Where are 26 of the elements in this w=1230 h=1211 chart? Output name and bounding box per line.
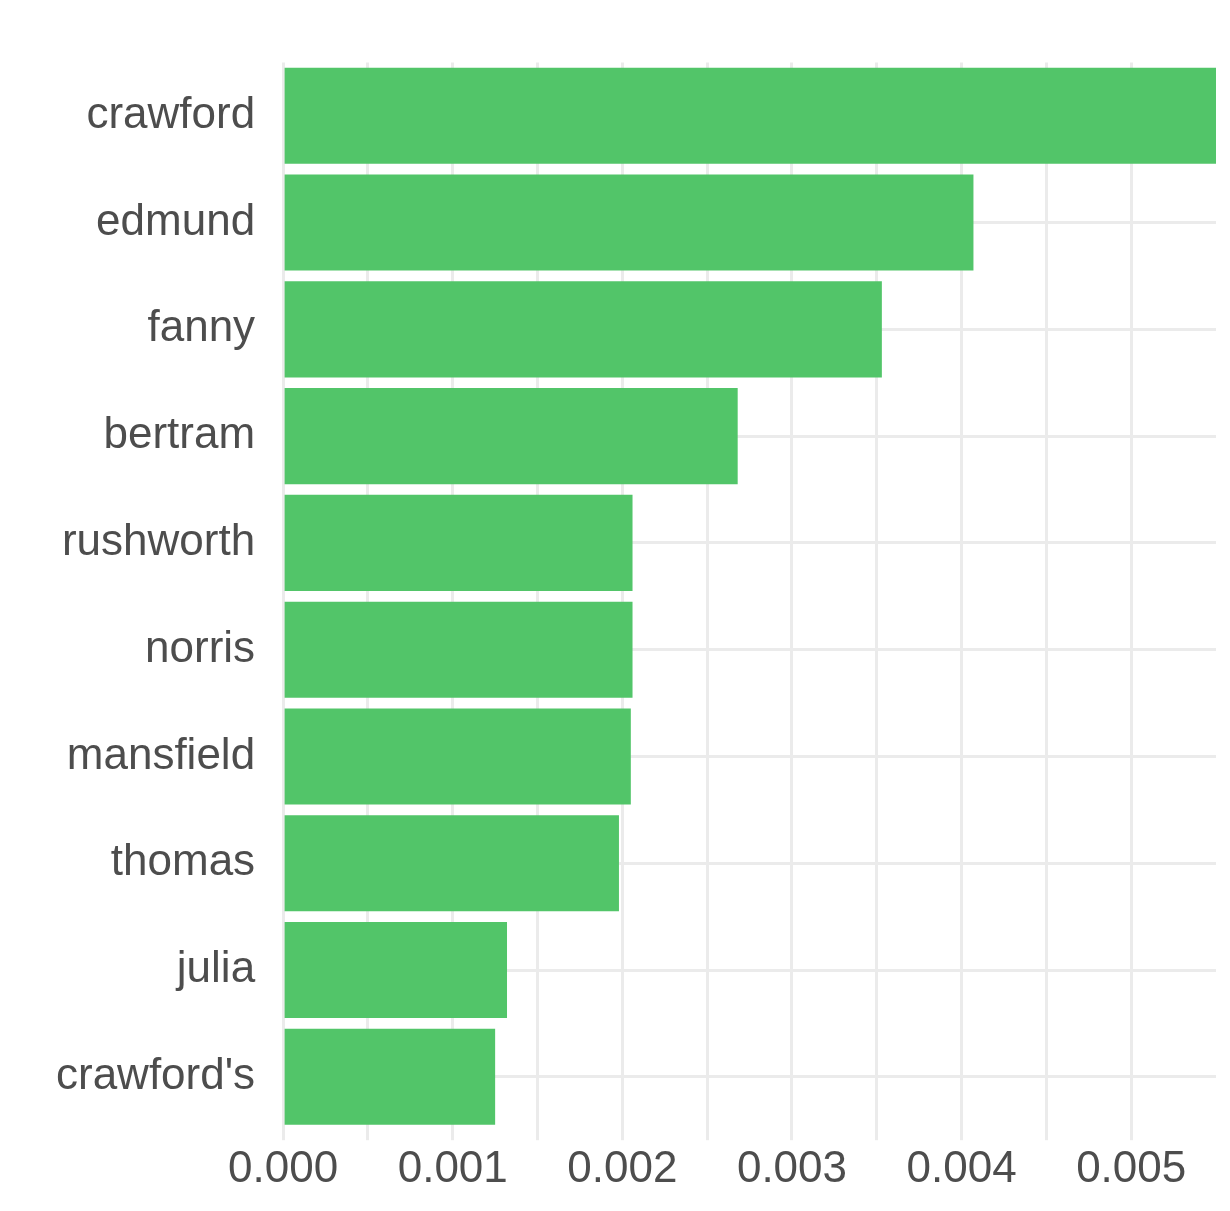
y-tick-label: crawford's bbox=[55, 1048, 256, 1098]
bar bbox=[284, 388, 738, 485]
x-tick-label: 0.004 bbox=[906, 1141, 1017, 1191]
bar bbox=[284, 67, 1216, 164]
y-tick-label: edmund bbox=[96, 194, 256, 244]
y-tick-label: bertram bbox=[103, 408, 256, 458]
bar bbox=[284, 494, 633, 591]
x-tick-label: 0.001 bbox=[397, 1141, 508, 1191]
bar bbox=[284, 708, 631, 805]
bar bbox=[284, 921, 508, 1019]
x-tick-label: 0.002 bbox=[567, 1141, 678, 1191]
y-tick-label: rushworth bbox=[61, 515, 256, 565]
x-tick-label: 0.000 bbox=[228, 1141, 339, 1191]
bar bbox=[284, 1028, 496, 1125]
y-tick-label: julia bbox=[174, 942, 256, 992]
y-tick-label: mansfield bbox=[66, 728, 256, 778]
bar bbox=[284, 281, 882, 378]
x-tick-label: 0.005 bbox=[1076, 1141, 1187, 1191]
bar bbox=[284, 815, 619, 912]
bar bbox=[284, 174, 974, 271]
bar bbox=[284, 601, 633, 698]
y-tick-label: norris bbox=[145, 621, 256, 671]
x-tick-label: 0.003 bbox=[736, 1141, 848, 1191]
y-tick-label: fanny bbox=[147, 301, 256, 351]
y-tick-label: crawford bbox=[86, 87, 256, 137]
y-tick-label: thomas bbox=[110, 835, 256, 885]
